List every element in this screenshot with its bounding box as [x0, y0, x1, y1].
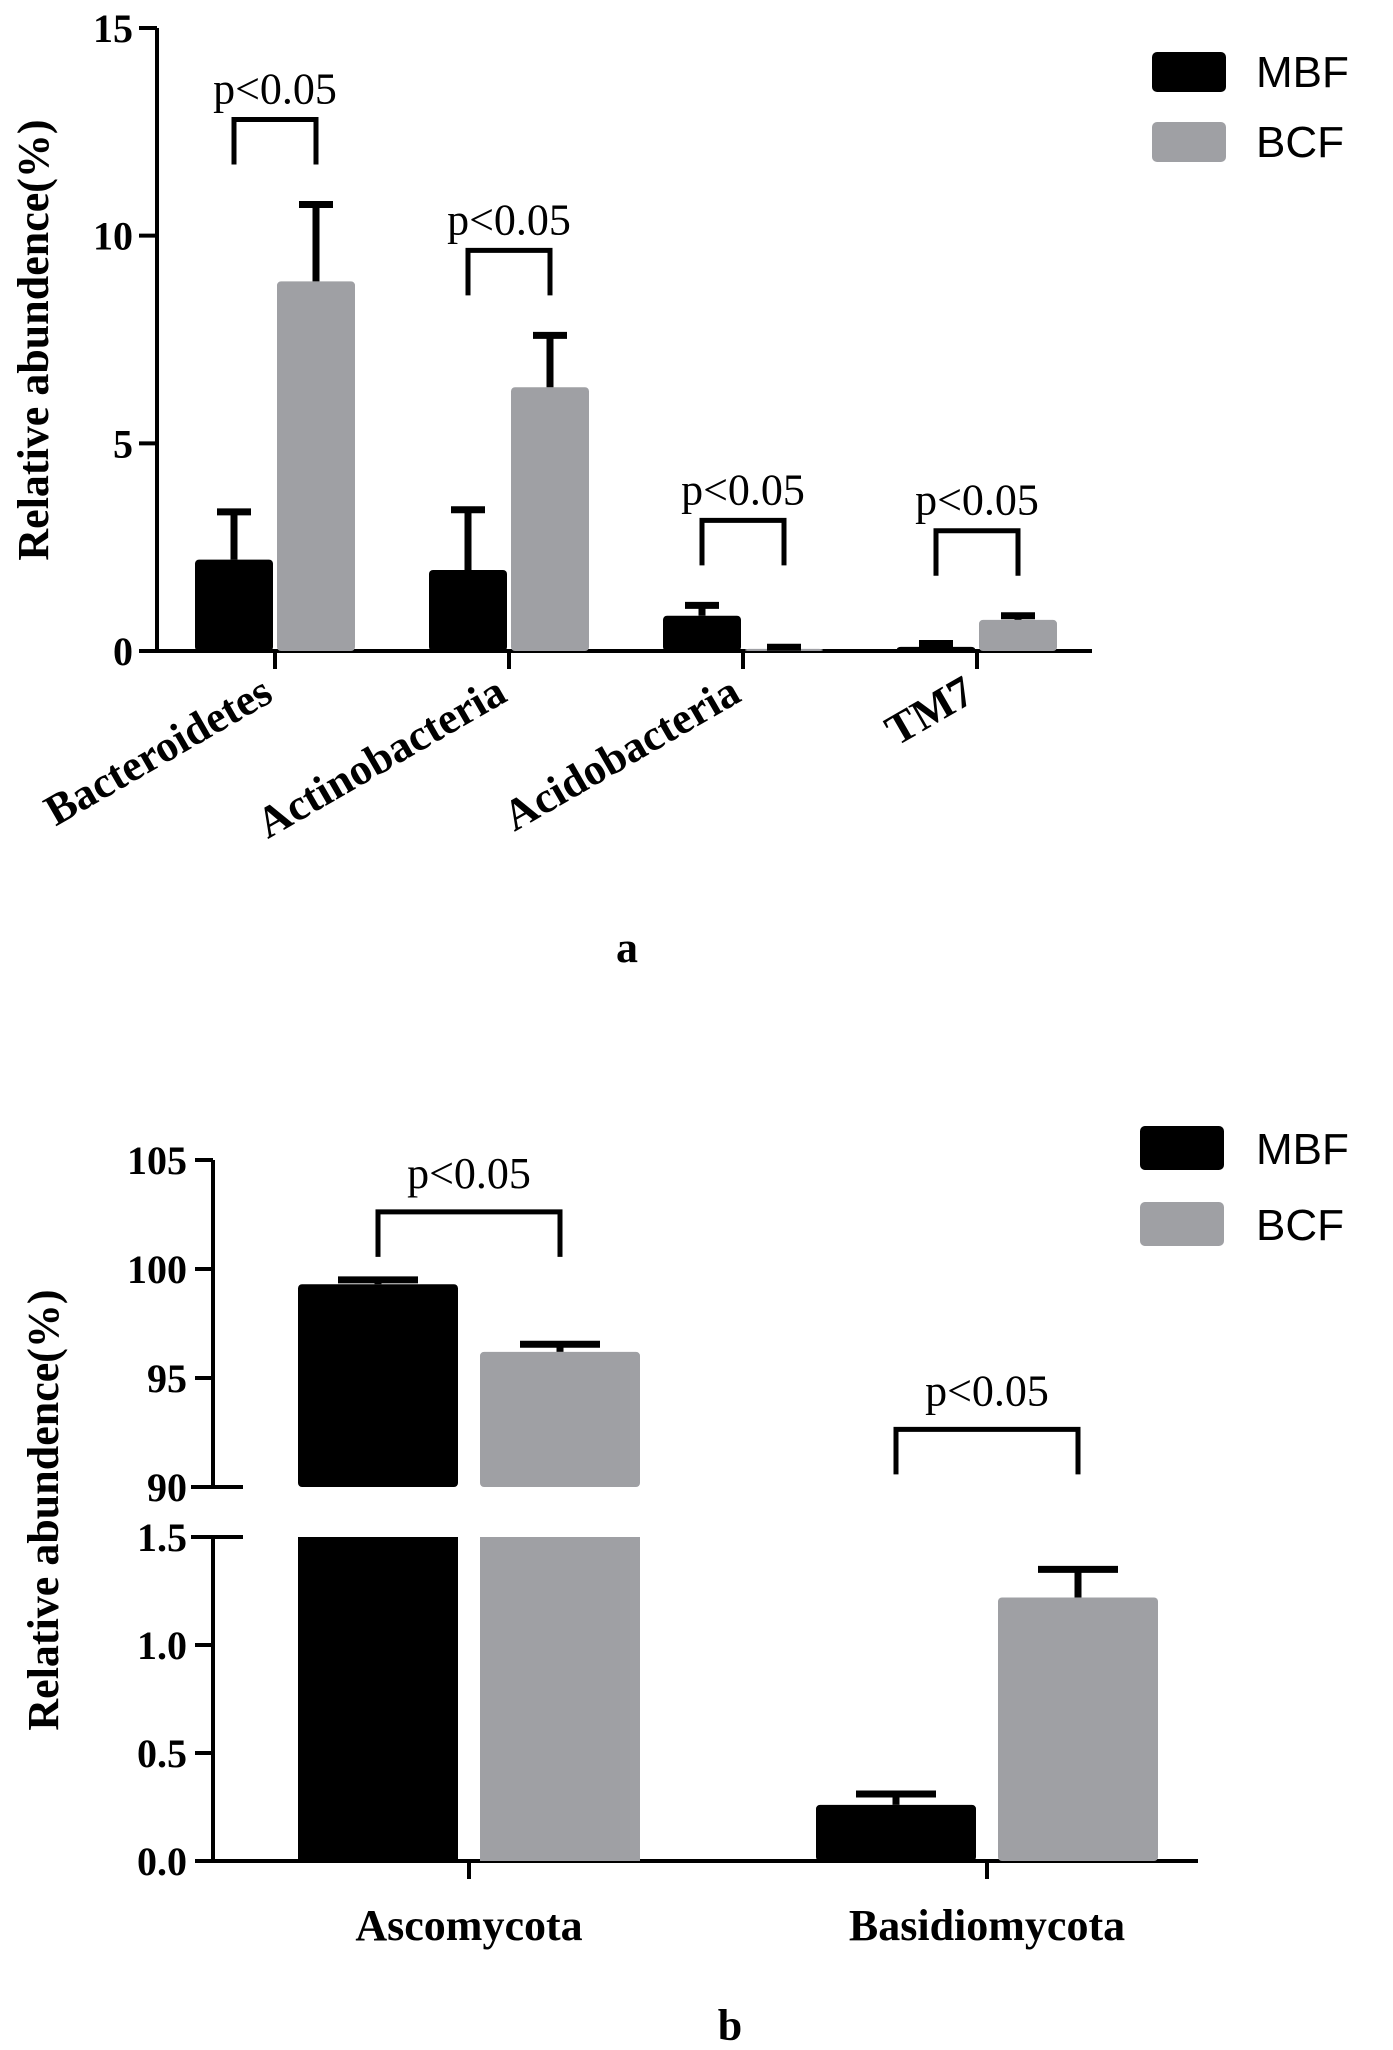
legend-label-mbf: MBF [1256, 1125, 1349, 1174]
panel-a-category-label: Acidobacteria [495, 666, 748, 840]
panel-b-y-axis-title: Relative abundence(%) [19, 1289, 68, 1730]
panel-b-chart: 0.0 0.5 1.0 1.5 90 95 100 105 p<0.05 p<0.05 Rela… [19, 1125, 1349, 2050]
y-tick-label: 1.5 [137, 1515, 187, 1560]
significance-bracket [893, 1426, 1081, 1475]
legend-swatch-bcf [1152, 122, 1226, 162]
y-tick-label: 0.0 [137, 1839, 187, 1884]
y-tick-label: 100 [127, 1247, 187, 1292]
bar-mbf [663, 615, 741, 651]
significance-bracket [231, 117, 319, 165]
significance-bracket [933, 528, 1021, 576]
bar-mbf [429, 570, 507, 651]
y-tick-label: 1.0 [137, 1623, 187, 1668]
y-tick-label: 95 [147, 1356, 187, 1401]
panel-a-category-label: Actinobacteria [248, 666, 514, 848]
y-tick-label: 90 [147, 1465, 187, 1510]
significance-bracket [375, 1209, 563, 1257]
panel-a-label: a [616, 923, 638, 972]
panel-b-category-label: Basidiomycota [849, 1901, 1125, 1950]
bar-mbf [897, 646, 975, 651]
y-tick-label: 5 [113, 421, 133, 466]
legend-swatch-mbf [1152, 52, 1226, 92]
panel-a-category-label: Bacteroidetes [36, 666, 280, 835]
panel-b-label: b [718, 2001, 742, 2050]
bar-bcf-lower [480, 1537, 640, 1861]
legend-label-bcf: BCF [1256, 118, 1344, 167]
legend-label-mbf: MBF [1256, 48, 1349, 97]
panel-a-legend: MBF BCF [1152, 48, 1349, 167]
bar-bcf [998, 1597, 1158, 1861]
bar-mbf-upper [298, 1284, 458, 1487]
p-value-label: p<0.05 [407, 1149, 531, 1198]
panel-b-category-label: Ascomycota [355, 1901, 582, 1950]
bar-bcf-upper [480, 1351, 640, 1487]
bar-mbf-lower [298, 1537, 458, 1861]
p-value-label: p<0.05 [681, 465, 805, 514]
panel-a-y-axis-title: Relative abundence(%) [9, 119, 58, 560]
legend-swatch-mbf [1140, 1126, 1224, 1170]
p-value-label: p<0.05 [915, 476, 1039, 525]
y-tick-label: 0.5 [137, 1731, 187, 1776]
panel-a-chart: 0 5 10 15 p<0.05 p<0.05 p<0.05 p<0.05 Relative… [9, 6, 1349, 972]
panel-a-category-label: TM7 [877, 666, 982, 755]
bar-mbf [195, 559, 273, 651]
y-tick-label: 10 [93, 214, 133, 259]
significance-bracket [699, 517, 787, 566]
significance-bracket [465, 247, 553, 296]
legend-swatch-bcf [1140, 1202, 1224, 1246]
p-value-label: p<0.05 [925, 1366, 1049, 1415]
p-value-label: p<0.05 [447, 195, 571, 244]
bar-bcf [511, 387, 589, 651]
panel-b-legend: MBF BCF [1140, 1125, 1349, 1250]
bar-bcf [277, 281, 355, 651]
bar-mbf [816, 1804, 976, 1861]
legend-label-bcf: BCF [1256, 1201, 1344, 1250]
bar-bcf [979, 619, 1057, 651]
y-tick-label: 0 [113, 629, 133, 674]
y-tick-label: 105 [127, 1138, 187, 1183]
y-tick-label: 15 [93, 6, 133, 51]
p-value-label: p<0.05 [213, 65, 337, 114]
